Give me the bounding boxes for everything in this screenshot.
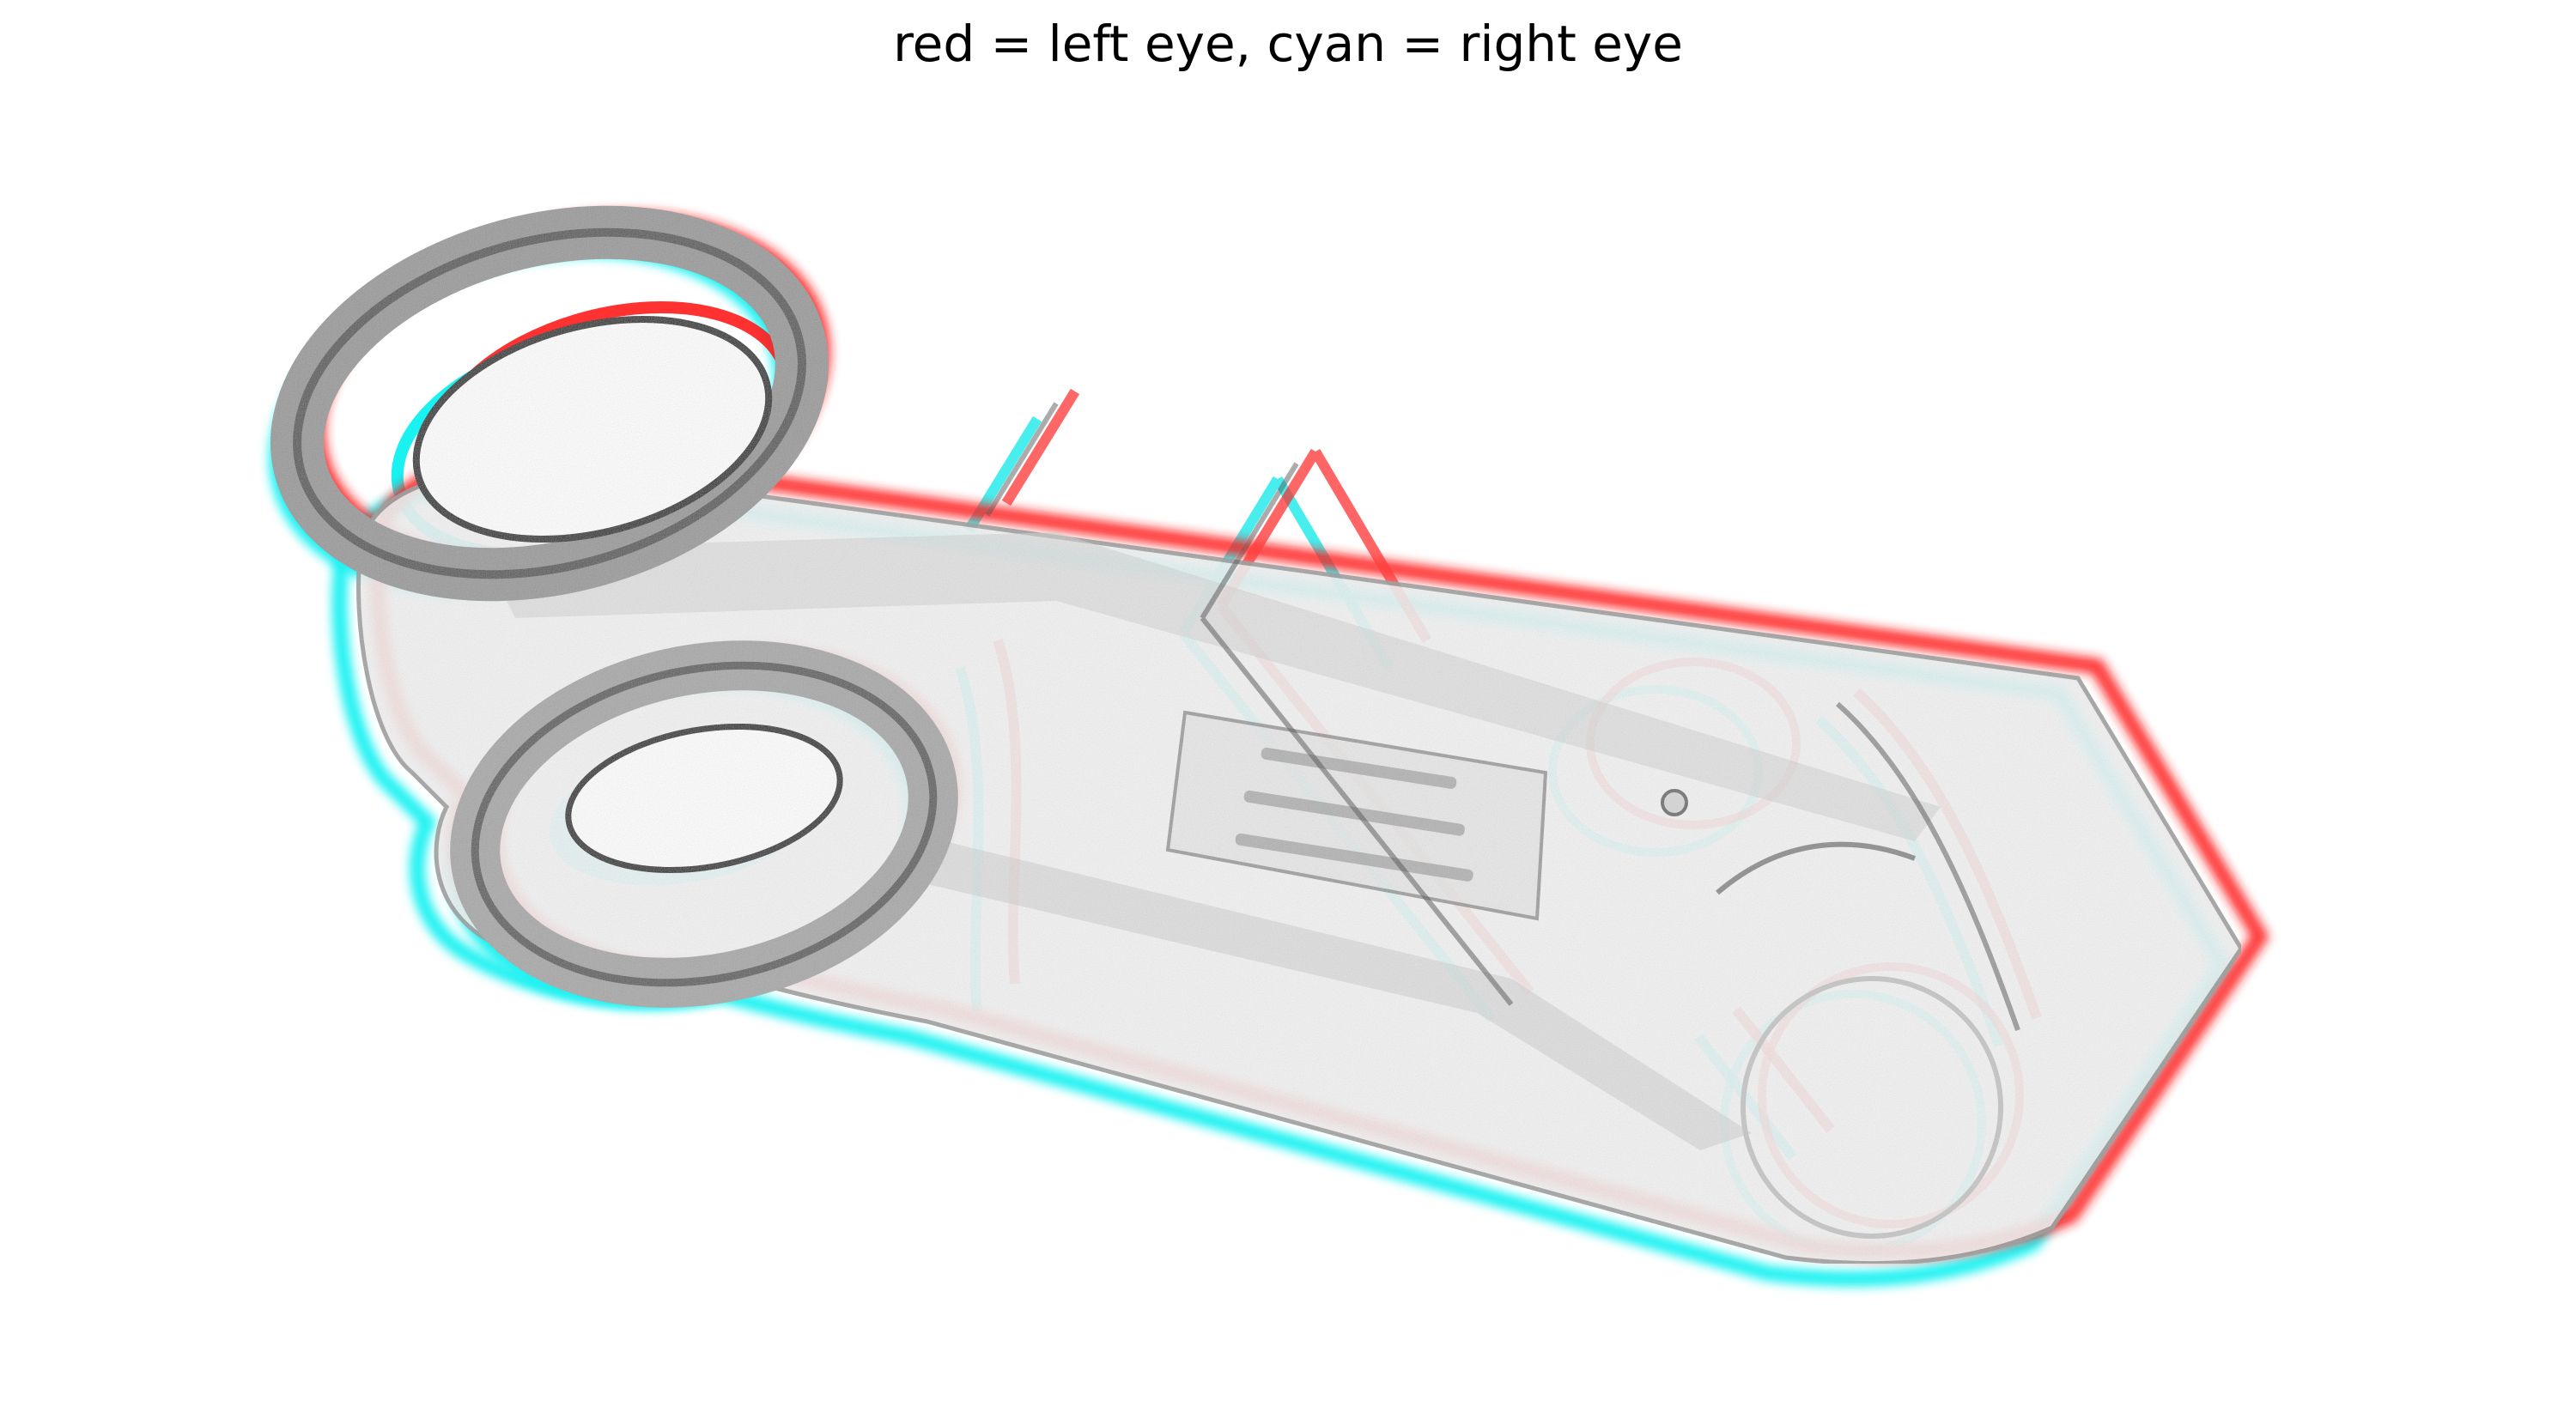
shaded-surface <box>270 205 2244 1266</box>
figure-title: red = left eye, cyan = right eye <box>893 15 1683 73</box>
pivot-screw <box>1661 789 1688 816</box>
lower-ring-hole <box>565 723 843 874</box>
upper-ring-hole <box>412 315 773 543</box>
blade-ridge-lower <box>927 841 1752 1150</box>
embossed-text-marks <box>1235 747 1473 882</box>
